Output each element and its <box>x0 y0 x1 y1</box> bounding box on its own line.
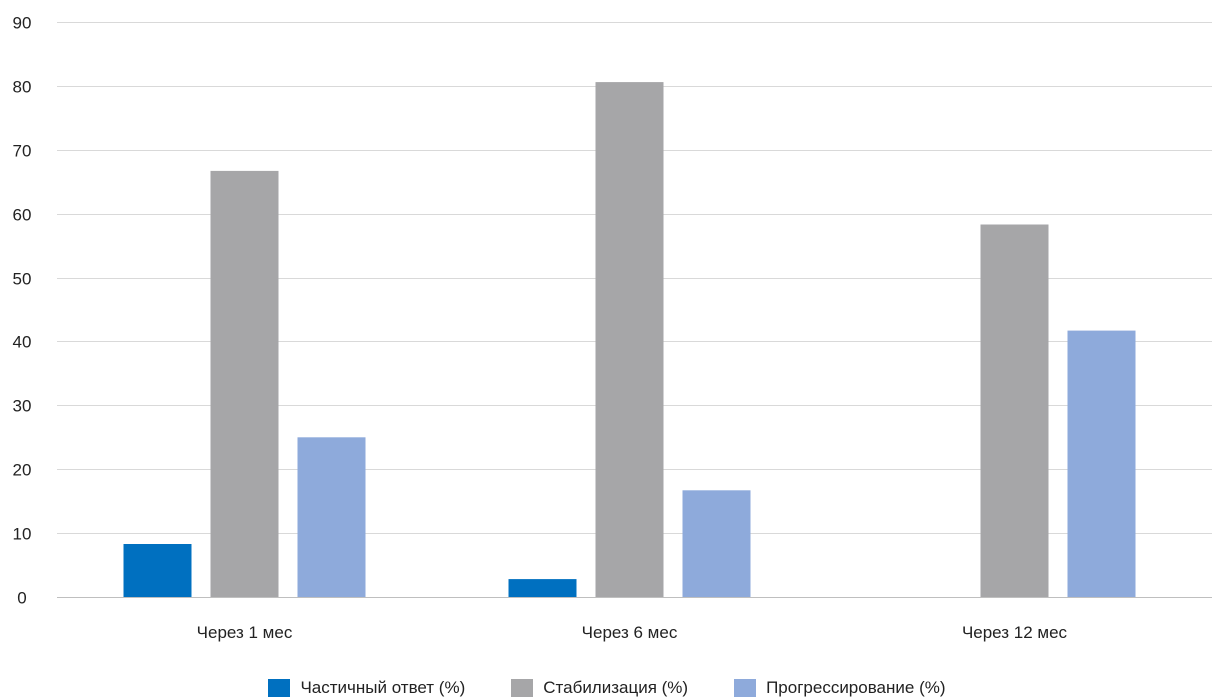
bar-стабилизация-через-12-мес <box>980 224 1049 597</box>
y-tick-label-90: 90 <box>13 14 32 33</box>
bar-стабилизация-через-6-мес <box>595 82 664 598</box>
x-tick-label-через-6-мес: Через 6 мес <box>582 623 678 642</box>
x-tick-label-через-12-мес: Через 12 мес <box>962 623 1068 642</box>
bar-прогрессирование-через-12-мес <box>1067 330 1136 597</box>
legend-swatch-partial-response <box>268 679 291 697</box>
y-tick-label-20: 20 <box>13 461 32 480</box>
x-tick-label-через-1-мес: Через 1 мес <box>197 623 293 642</box>
bar-частичный-ответ-через-6-мес <box>508 579 577 597</box>
bar-прогрессирование-через-6-мес <box>682 490 751 597</box>
bar-стабилизация-через-1-мес <box>210 170 279 597</box>
legend-item-progression: Прогрессирование (%) <box>734 678 946 698</box>
bar-прогрессирование-через-1-мес <box>297 437 366 597</box>
legend-label-partial-response: Частичный ответ (%) <box>300 678 466 697</box>
y-axis-ticks: 0 10 20 30 40 50 60 70 80 90 <box>13 14 32 608</box>
y-tick-label-30: 30 <box>13 397 32 416</box>
y-tick-label-10: 10 <box>13 525 32 544</box>
legend: Частичный ответ (%) Стабилизация (%) Про… <box>0 676 1214 700</box>
legend-label-stabilization: Стабилизация (%) <box>543 678 689 697</box>
x-axis-ticks: Через 1 мес Через 6 мес Через 12 мес <box>197 623 1068 642</box>
y-tick-label-60: 60 <box>13 206 32 225</box>
legend-swatch-progression <box>734 679 757 697</box>
legend-item-partial-response: Частичный ответ (%) <box>268 678 465 698</box>
y-tick-label-40: 40 <box>13 333 32 352</box>
y-tick-label-80: 80 <box>13 78 32 97</box>
y-tick-label-70: 70 <box>13 142 32 161</box>
y-tick-label-0: 0 <box>17 589 26 608</box>
bar-частичный-ответ-через-1-мес <box>123 544 192 597</box>
legend-item-stabilization: Стабилизация (%) <box>511 678 688 698</box>
legend-label-progression: Прогрессирование (%) <box>766 678 946 697</box>
y-tick-label-50: 50 <box>13 270 32 289</box>
bars <box>123 82 1136 598</box>
legend-swatch-stabilization <box>511 679 534 697</box>
